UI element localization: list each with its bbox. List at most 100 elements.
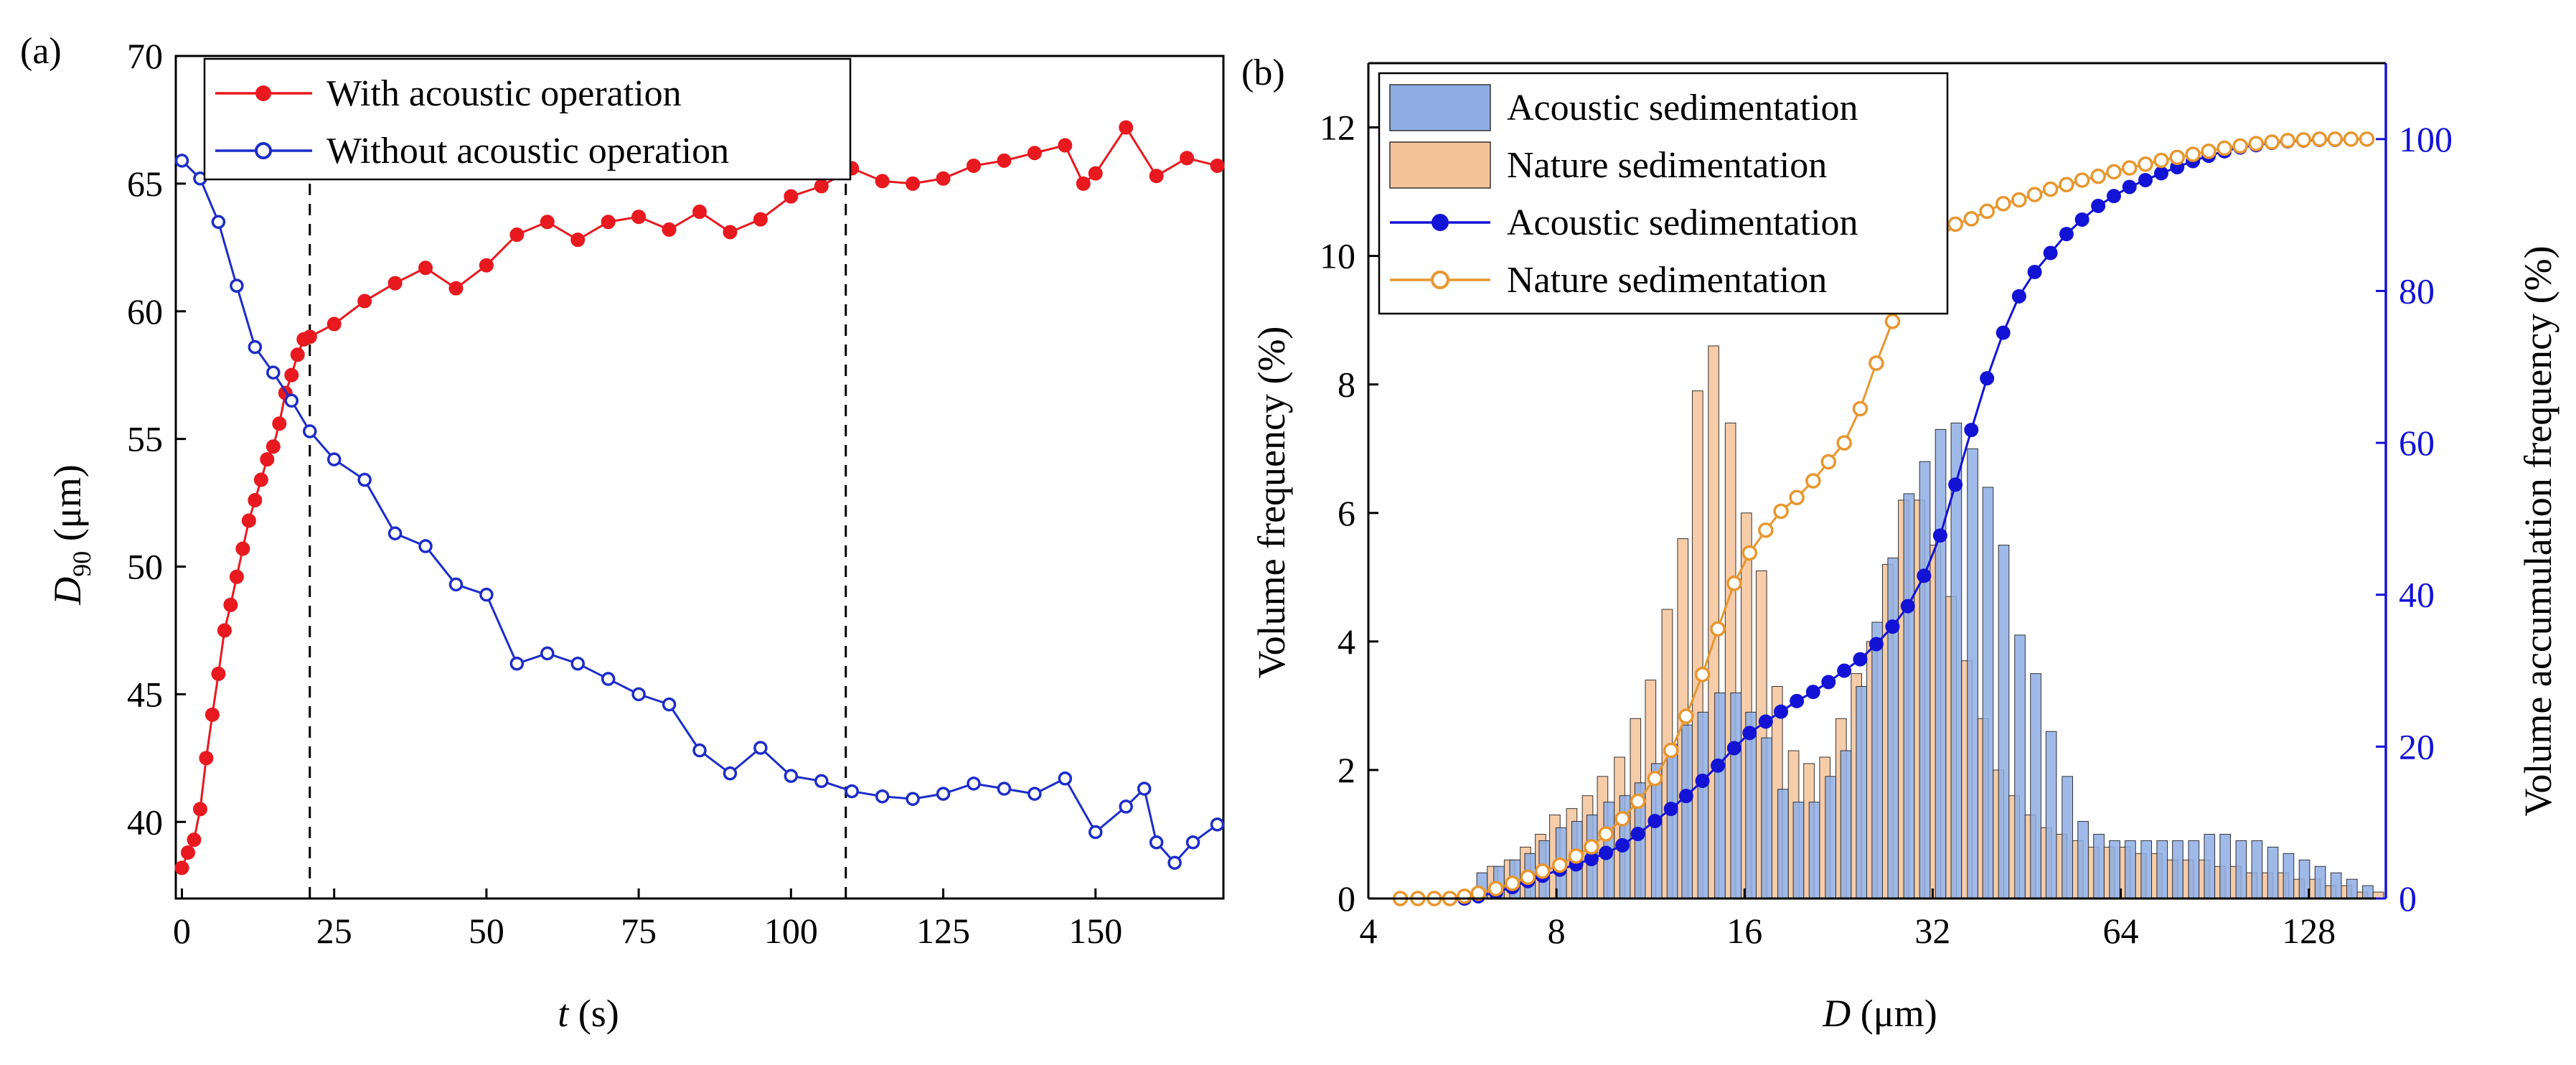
data-point [272, 416, 287, 431]
bar-acoustic [1666, 743, 1678, 899]
y-tick-label: 12 [1320, 108, 1355, 148]
data-point [1119, 799, 1133, 814]
data-point [1948, 477, 1963, 492]
data-point [1836, 435, 1852, 451]
panel-a-x-axis-label: t (s) [558, 992, 619, 1035]
legend-label: Without acoustic operation [326, 131, 729, 172]
data-point [2169, 149, 2185, 165]
legend-label: With acoustic operation [326, 73, 682, 114]
y-right-tick-label: 20 [2399, 726, 2435, 766]
bar-acoustic [1792, 802, 1805, 899]
data-point [290, 347, 305, 362]
legend-marker [255, 142, 272, 159]
data-point [875, 789, 890, 804]
legend-label: Acoustic sedimentation [1507, 88, 1858, 128]
data-point [174, 860, 189, 876]
data-point [1520, 869, 1536, 886]
y-tick-label: 60 [127, 291, 163, 332]
bar-acoustic [2093, 833, 2105, 899]
bar-acoustic [2030, 673, 2041, 899]
bar-acoustic [1998, 545, 2010, 899]
panel-b-x-axis-label: D (μm) [1822, 992, 1937, 1035]
bar-acoustic [1903, 493, 1915, 899]
data-point [1900, 599, 1915, 614]
data-point [1773, 503, 1789, 520]
data-point [217, 623, 232, 638]
data-point [753, 741, 768, 755]
data-point [601, 215, 616, 230]
data-point [1210, 817, 1225, 832]
x-tick-label: 150 [1068, 911, 1122, 951]
data-point [1027, 146, 1042, 161]
data-point [1614, 811, 1630, 827]
data-point [631, 687, 646, 702]
data-point [1710, 621, 1726, 637]
data-point [2359, 131, 2375, 147]
y-tick-label: 55 [127, 419, 163, 459]
data-point [2059, 227, 2074, 242]
data-point [1149, 169, 1164, 184]
y-right-tick-label: 0 [2399, 878, 2417, 919]
data-point [1758, 714, 1773, 729]
data-point [2090, 168, 2106, 184]
data-point [601, 672, 616, 686]
bar-acoustic [2267, 846, 2279, 899]
data-point [253, 472, 268, 487]
y-tick-label: 2 [1338, 750, 1355, 790]
data-point [1917, 568, 1932, 583]
data-point [2232, 138, 2248, 154]
data-point [1504, 876, 1520, 891]
data-point [2106, 189, 2121, 204]
y-tick-label: 6 [1338, 493, 1355, 533]
data-point [1805, 685, 1820, 700]
data-point [2011, 288, 2026, 304]
data-point [448, 577, 464, 592]
bar-acoustic [1745, 711, 1757, 899]
data-point [2217, 140, 2232, 156]
data-point [357, 472, 372, 487]
data-point [2327, 131, 2344, 147]
data-point [1534, 863, 1551, 879]
legend-box [203, 57, 852, 181]
data-point [662, 697, 677, 712]
data-point [967, 777, 981, 791]
data-point [1470, 885, 1487, 901]
data-point [875, 174, 890, 189]
data-point [387, 276, 403, 291]
panel-b-chart: 4 8 16 32 64 128 0 2 4 6 8 10 12 0 20 40 60 80 100 Acoustic… [1320, 62, 2453, 951]
legend-swatch [1389, 141, 1491, 189]
data-point [1853, 652, 1868, 667]
panel-b-label: (b) [1241, 52, 1285, 93]
data-point [266, 365, 281, 380]
panel-a-chart: 0 25 50 75 100 125 150 40 45 50 55 60 65 70 With acous… [127, 36, 1225, 951]
data-point [2011, 192, 2027, 208]
legend-label: Acoustic sedimentation [1507, 202, 1858, 243]
bar-acoustic [1777, 789, 1789, 899]
data-point [2311, 131, 2328, 147]
x-tick-label: 50 [469, 911, 504, 951]
y-tick-label: 4 [1338, 621, 1355, 662]
data-point [248, 339, 263, 355]
bar-acoustic [1856, 686, 1868, 899]
x-tick-label: 25 [316, 911, 352, 951]
data-point [418, 539, 433, 553]
bar-acoustic [1730, 692, 1742, 899]
data-point [1663, 802, 1678, 817]
data-point [2122, 160, 2138, 176]
bar-acoustic [2014, 634, 2026, 899]
data-point [1584, 851, 1599, 866]
data-point [570, 233, 586, 248]
bar-acoustic [2045, 731, 2057, 899]
data-point [1885, 619, 1900, 634]
panel-a-y-axis-label: D90 (μm) [46, 464, 96, 605]
bar-acoustic [1825, 776, 1837, 899]
panel-b-y-axis-label: Volume frequency (%) [1250, 327, 1293, 679]
bar-acoustic [1919, 461, 1931, 899]
legend-label: Nature sedimentation [1507, 260, 1827, 301]
data-point [570, 656, 585, 671]
data-point [723, 225, 738, 240]
bar-acoustic [1982, 487, 1994, 899]
data-point [509, 227, 525, 243]
series-line-1 [181, 159, 1218, 865]
data-point [814, 179, 829, 194]
